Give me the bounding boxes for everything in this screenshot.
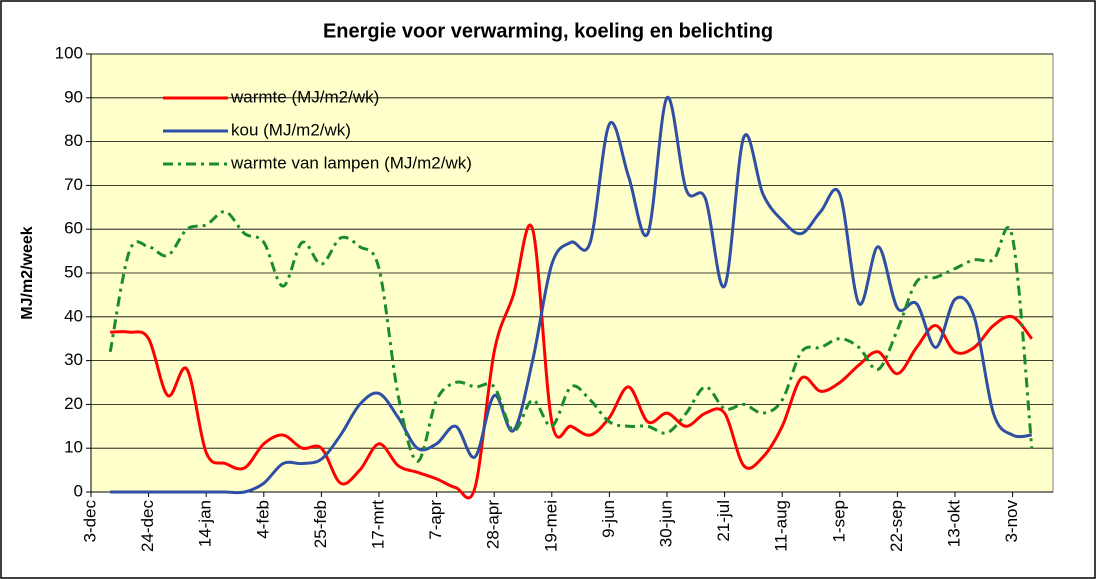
y-tick-label: 30 <box>64 350 83 369</box>
x-tick-label: 19-mei <box>541 500 560 552</box>
x-tick-label: 1-sep <box>829 500 848 543</box>
x-tick-label: 13-okt <box>944 500 963 548</box>
legend-label: kou (MJ/m2/wk) <box>231 120 351 139</box>
x-tick-label: 14-jan <box>196 500 215 547</box>
y-tick-label: 10 <box>64 438 83 457</box>
y-tick-label: 0 <box>74 481 83 500</box>
y-tick-label: 20 <box>64 394 83 413</box>
x-tick-label: 3-dec <box>80 500 99 543</box>
series-line <box>110 223 1033 500</box>
x-tick-label: 9-jun <box>599 500 618 538</box>
x-tick-label: 21-jul <box>714 500 733 542</box>
y-tick-label: 100 <box>55 43 83 62</box>
x-tick-label: 30-jun <box>656 500 675 547</box>
series-line <box>110 96 1032 495</box>
x-tick-label: 25-feb <box>311 500 330 548</box>
x-tick-label: 7-apr <box>426 500 445 540</box>
y-tick-label: 60 <box>64 219 83 238</box>
y-axis-label: MJ/m2/week <box>19 226 36 319</box>
x-tick-label: 4-feb <box>253 500 272 539</box>
legend-label: warmte van lampen (MJ/m2/wk) <box>230 153 472 172</box>
y-tick-label: 80 <box>64 131 83 150</box>
y-tick-label: 40 <box>64 306 83 325</box>
x-tick-label: 24-dec <box>138 500 157 552</box>
y-tick-label: 70 <box>64 175 83 194</box>
x-tick-label: 28-apr <box>484 500 503 549</box>
x-tick-label: 3-nov <box>1002 500 1021 543</box>
x-tick-label: 11-aug <box>772 500 791 552</box>
y-tick-label: 50 <box>64 262 83 281</box>
legend-label: warmte (MJ/m2/wk) <box>230 87 379 106</box>
y-tick-label: 90 <box>64 87 83 106</box>
series-line <box>108 210 1034 463</box>
x-tick-label: 17-mrt <box>368 500 387 549</box>
chart-title: Energie voor verwarming, koeling en beli… <box>323 20 773 42</box>
x-tick-label: 22-sep <box>887 500 906 552</box>
